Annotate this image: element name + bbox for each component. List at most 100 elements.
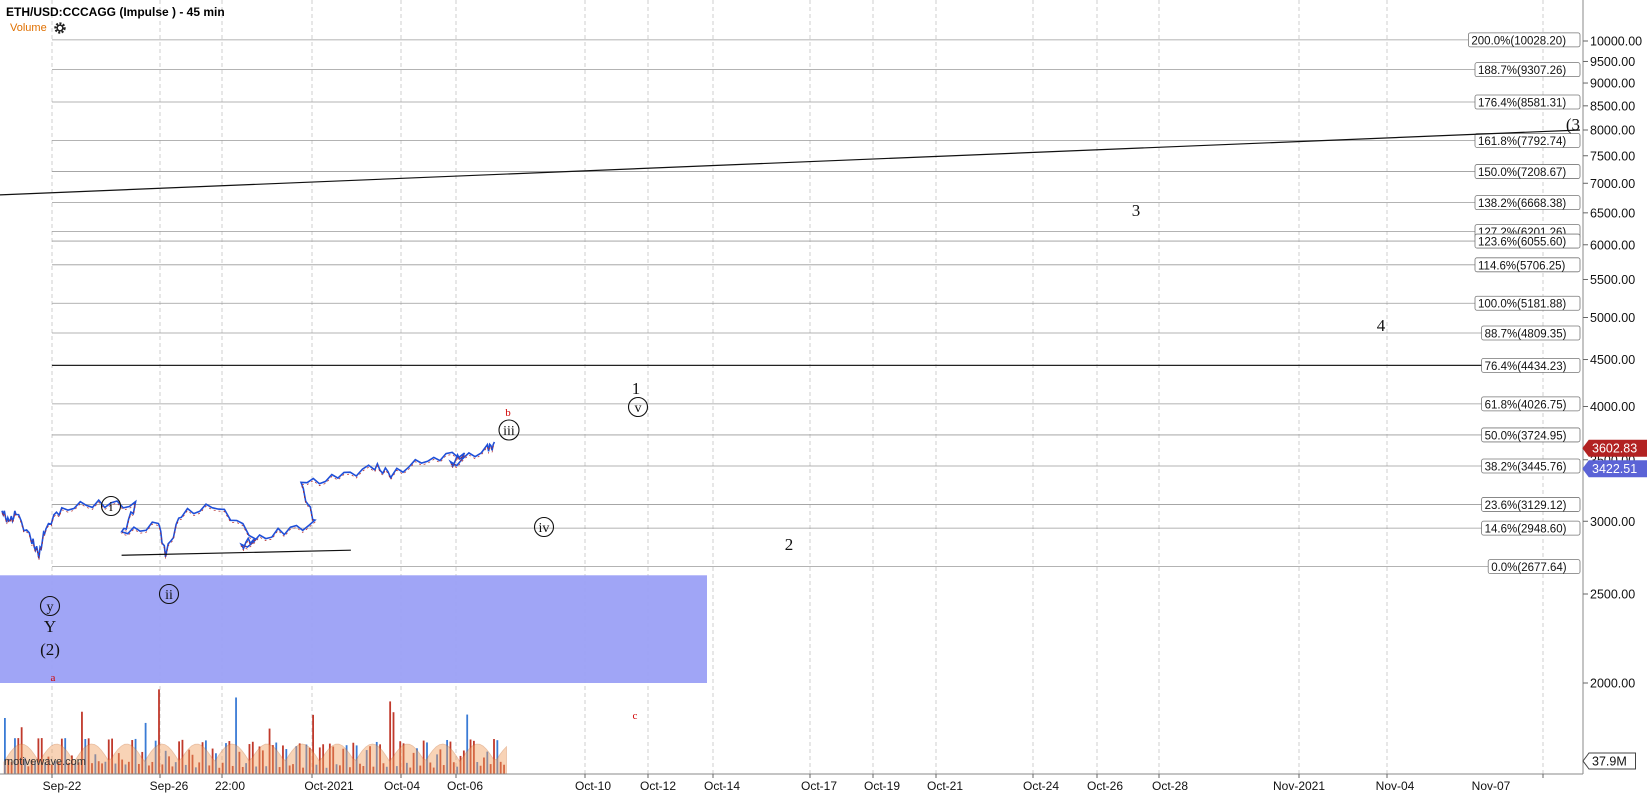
volume-bar bbox=[272, 745, 274, 774]
volume-bar bbox=[452, 762, 455, 774]
volume-bar bbox=[369, 746, 371, 774]
volume-bar bbox=[292, 764, 294, 774]
volume-bar bbox=[322, 744, 325, 774]
volume-bar bbox=[352, 742, 355, 774]
price-tick-label: 10000.00 bbox=[1590, 35, 1642, 49]
time-tick-label: Oct-19 bbox=[864, 779, 900, 793]
volume-bar bbox=[359, 763, 361, 774]
volume-bar bbox=[198, 762, 201, 774]
volume-bar bbox=[81, 711, 83, 774]
price-tick-label: 8000.00 bbox=[1590, 124, 1635, 138]
time-tick-label: Sep-26 bbox=[150, 779, 189, 793]
volume-bar bbox=[275, 742, 278, 774]
volume-bar bbox=[382, 763, 385, 774]
wave-circle-v bbox=[627, 396, 649, 418]
wave-label: 2 bbox=[785, 535, 794, 554]
fib-label: 61.8%(4026.75) bbox=[1485, 399, 1567, 411]
price-badges: 3602.83 3422.51 37.9M bbox=[1582, 439, 1647, 770]
volume-bar bbox=[138, 763, 140, 774]
time-tick-label: Oct-06 bbox=[447, 779, 483, 793]
volume-bar bbox=[117, 753, 120, 774]
volume-bar bbox=[416, 748, 418, 774]
volume-bar bbox=[355, 745, 358, 774]
volume-bar bbox=[439, 749, 442, 774]
fib-label: 50.0%(3724.95) bbox=[1485, 430, 1567, 442]
volume-bar bbox=[496, 740, 499, 774]
volume-bar bbox=[302, 767, 304, 774]
grid-lines bbox=[51, 0, 1544, 774]
volume-bar bbox=[144, 722, 147, 774]
volume-bar bbox=[215, 753, 217, 774]
fib-label: 23.6%(3129.12) bbox=[1485, 500, 1567, 512]
volume-bar bbox=[127, 761, 130, 774]
price-badge-label: 3422.51 bbox=[1592, 462, 1637, 476]
price-tick-label: 2000.00 bbox=[1590, 677, 1635, 691]
wave-label: 1 bbox=[632, 379, 641, 398]
fib-label-box bbox=[1481, 520, 1581, 536]
volume-bar bbox=[248, 744, 251, 774]
volume-bar bbox=[429, 762, 432, 774]
fib-label-box bbox=[1474, 195, 1581, 211]
price-axis[interactable]: 10000.00 9500.00 9000.00 8500.00 8000.00 7500… bbox=[1582, 0, 1642, 774]
wave-label-ii: ii bbox=[165, 588, 173, 603]
price-tick-label: 3000.00 bbox=[1590, 515, 1635, 529]
volume-bar bbox=[161, 764, 164, 774]
volume-bar bbox=[114, 763, 117, 774]
time-tick-label: Oct-21 bbox=[927, 779, 963, 793]
volume-bar bbox=[87, 738, 90, 774]
volume-bar bbox=[372, 766, 375, 774]
volume-bar bbox=[134, 738, 137, 774]
fib-label: 150.0%(7208.67) bbox=[1478, 167, 1566, 179]
volume-bar bbox=[251, 741, 254, 774]
volume-bar bbox=[486, 751, 489, 774]
fib-label: 138.2%(6668.38) bbox=[1478, 198, 1566, 210]
volume-bar bbox=[235, 697, 237, 774]
volume-bar bbox=[27, 766, 30, 774]
time-tick-label: Nov-04 bbox=[1376, 779, 1415, 793]
volume-bar bbox=[84, 739, 87, 774]
volume-bar bbox=[345, 745, 348, 774]
time-tick-label: 22:00 bbox=[215, 779, 245, 793]
volume-bar bbox=[50, 764, 53, 774]
volume-bar bbox=[24, 757, 26, 774]
fib-label: 38.2%(3445.76) bbox=[1485, 462, 1567, 474]
volume-bar bbox=[473, 740, 475, 774]
fib-label: 0.0%(2677.64) bbox=[1491, 562, 1567, 574]
volume-bar bbox=[37, 738, 40, 774]
price-badge bbox=[1582, 460, 1647, 478]
wave-circle-ii bbox=[158, 583, 180, 605]
trend-lines bbox=[0, 129, 1581, 556]
fib-label-box bbox=[1481, 325, 1581, 341]
volume-bar bbox=[328, 743, 331, 774]
volume-indicator-label[interactable]: Volume bbox=[10, 22, 47, 34]
volume-bar bbox=[211, 748, 214, 774]
volume-bar bbox=[164, 750, 167, 774]
fib-label: 114.6%(5706.25) bbox=[1478, 260, 1566, 272]
volume-bar bbox=[503, 764, 505, 774]
time-axis[interactable]: Sep-22 Sep-26 22:00 Oct-2021 Oct-04 Oct-06 Oct… bbox=[0, 773, 1583, 793]
fib-label: 200.0%(10028.20) bbox=[1471, 35, 1566, 47]
wave-circle-iv bbox=[533, 516, 555, 538]
gear-icon[interactable] bbox=[53, 21, 67, 35]
wave-label-v: v bbox=[635, 401, 642, 416]
volume-bar bbox=[154, 740, 157, 774]
volume-bar bbox=[335, 764, 338, 774]
volume-bar bbox=[148, 765, 150, 774]
volume-average bbox=[3, 743, 507, 775]
volume-bar bbox=[288, 765, 291, 774]
volume-bar bbox=[395, 766, 398, 774]
price-tick-label: 6500.00 bbox=[1590, 206, 1635, 220]
volume-bar bbox=[483, 757, 485, 774]
wave-circle-y bbox=[39, 595, 61, 617]
volume-bar bbox=[205, 740, 207, 774]
volume-bar bbox=[191, 754, 194, 774]
price-line bbox=[1, 441, 496, 559]
wave-label-y: y bbox=[47, 600, 54, 615]
long-trend-line bbox=[0, 129, 1581, 196]
volume-bar bbox=[97, 761, 100, 774]
volume-bar bbox=[7, 758, 10, 774]
volume-bar bbox=[332, 746, 335, 774]
wave-label: b bbox=[505, 407, 511, 419]
